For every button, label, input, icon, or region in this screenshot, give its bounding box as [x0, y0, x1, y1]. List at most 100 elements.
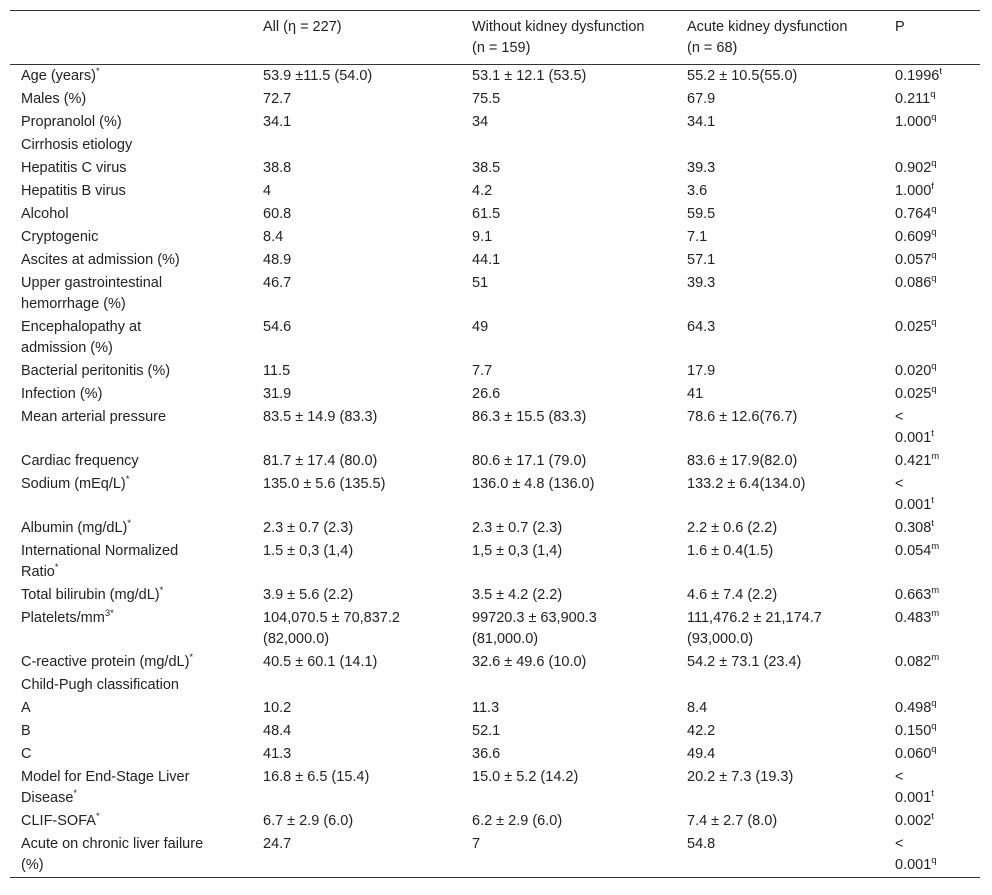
cell-text: 1,5 ± 0,3 (1,4) — [472, 543, 563, 559]
cell: 1,5 ± 0,3 (1,4) — [461, 540, 676, 584]
cell: 41.3 — [252, 743, 461, 766]
cell-text: 81.7 ± 17.4 (80.0) — [263, 453, 378, 469]
cell: 3.5 ± 4.2 (2.2) — [461, 584, 676, 607]
cell-text: Hepatitis C virus — [21, 160, 127, 176]
cell: 0.1996t — [884, 65, 980, 89]
superscript: q — [931, 112, 937, 123]
cell-text: 11.3 — [472, 700, 500, 716]
cell: 0.211q — [884, 88, 980, 111]
cell: 55.2 ± 10.5(55.0) — [676, 65, 884, 89]
row-label: Bacterial peritonitis (%) — [10, 360, 252, 383]
cell: 0.902q — [884, 157, 980, 180]
cell: 0.609q — [884, 226, 980, 249]
cell-text: 78.6 ± 12.6(76.7) — [687, 409, 798, 425]
cell: 57.1 — [676, 249, 884, 272]
cell — [676, 134, 884, 157]
cell: 3.9 ± 5.6 (2.2) — [252, 584, 461, 607]
cell: 2.3 ± 0.7 (2.3) — [461, 517, 676, 540]
row-label: Males (%) — [10, 88, 252, 111]
row-label: Sodium (mEq/L)* — [10, 473, 252, 517]
cell-text: Albumin (mg/dL) — [21, 520, 128, 536]
cell-text-line: Encephalopathy at — [21, 319, 142, 335]
cell: 24.7 — [252, 833, 461, 878]
table-row: Ascites at admission (%) 48.9 44.1 57.1 0.05… — [10, 249, 980, 272]
cell: 54.6 — [252, 316, 461, 360]
cell-text: 49 — [472, 319, 489, 335]
table-row: Cirrhosis etiology — [10, 134, 980, 157]
cell-text: 0.609 — [895, 229, 932, 245]
cell-text: 0.002 — [895, 813, 932, 829]
superscript: q — [931, 721, 937, 732]
cell-text: Males (%) — [21, 91, 87, 107]
cell: 38.5 — [461, 157, 676, 180]
table-row: Total bilirubin (mg/dL)* 3.9 ± 5.6 (2.2) 3… — [10, 584, 980, 607]
cell: 136.0 ± 4.8 (136.0) — [461, 473, 676, 517]
header-cell: All (η = 227) — [252, 11, 461, 65]
cell-text: 0.764 — [895, 206, 932, 222]
cell: 41 — [676, 383, 884, 406]
cell-text: 26.6 — [472, 386, 501, 402]
cell-text: 38.5 — [472, 160, 501, 176]
cell: 0.002t — [884, 810, 980, 833]
cell-text-line: 111,476.2 ± 21,174.7 — [687, 610, 822, 626]
cell-text: B — [21, 723, 31, 739]
header-cell: Without kidney dysfunction (n = 159) — [461, 11, 676, 65]
row-label: Cirrhosis etiology — [10, 134, 252, 157]
cell-text-line: 104,070.5 ± 70,837.2 — [263, 610, 400, 626]
cell-text-line: (%) — [21, 857, 44, 873]
table-row: Age (years)* 53.9 ±11.5 (54.0) 53.1 ± 12.1… — [10, 65, 980, 89]
cell-text: 0.025 — [895, 386, 932, 402]
cell-text-line: Disease — [21, 790, 74, 806]
cell-text: 0.1996 — [895, 68, 940, 84]
cell-text: Total bilirubin (mg/dL) — [21, 587, 160, 603]
table-row: Sodium (mEq/L)* 135.0 ± 5.6 (135.5) 136.0 … — [10, 473, 980, 517]
cell: 133.2 ± 6.4(134.0) — [676, 473, 884, 517]
cell — [252, 674, 461, 697]
cell-text: 48.4 — [263, 723, 292, 739]
cell: 48.4 — [252, 720, 461, 743]
cell-text: 7 — [472, 836, 481, 852]
table-row: International Normalized Ratio* 1.5 ± 0,3 … — [10, 540, 980, 584]
cell: <0.001t — [884, 473, 980, 517]
cell: 38.8 — [252, 157, 461, 180]
cell-text-line: (81,000.0) — [472, 631, 539, 647]
cell: 40.5 ± 60.1 (14.1) — [252, 651, 461, 674]
table-row: Hepatitis B virus 4 4.2 3.6 1.000f — [10, 180, 980, 203]
cell-text: 55.2 ± 10.5(55.0) — [687, 68, 798, 84]
cell: 0.054m — [884, 540, 980, 584]
cell-text: 4.2 — [472, 183, 493, 199]
cell: 1.000q — [884, 111, 980, 134]
cell-text-line: < — [895, 409, 904, 425]
cell: 7.4 ± 2.7 (8.0) — [676, 810, 884, 833]
cell-text: 0.057 — [895, 252, 932, 268]
cell: 4 — [252, 180, 461, 203]
superscript: 3* — [104, 608, 114, 619]
cell-text: 4.6 ± 7.4 (2.2) — [687, 587, 778, 603]
row-label: Propranolol (%) — [10, 111, 252, 134]
cell-text: 80.6 ± 17.1 (79.0) — [472, 453, 587, 469]
cell: 53.9 ±11.5 (54.0) — [252, 65, 461, 89]
header-cell: Acute kidney dysfunction (n = 68) — [676, 11, 884, 65]
cell-text: 6.7 ± 2.9 (6.0) — [263, 813, 354, 829]
cell: 51 — [461, 272, 676, 316]
cell-text: 3.9 ± 5.6 (2.2) — [263, 587, 354, 603]
cell: 8.4 — [676, 697, 884, 720]
cell-text-line: < — [895, 836, 904, 852]
table-row: Alcohol 60.8 61.5 59.5 0.764q — [10, 203, 980, 226]
cell-text: 34.1 — [687, 114, 716, 130]
cell-text: 0.054 — [895, 543, 932, 559]
superscript: q — [931, 227, 937, 238]
cell-text: 34.1 — [263, 114, 292, 130]
cell-text: Sodium (mEq/L) — [21, 476, 126, 492]
cell-text: 3.6 — [687, 183, 708, 199]
cell-text-line: (93,000.0) — [687, 631, 754, 647]
row-label: Cardiac frequency — [10, 450, 252, 473]
cell-text: 53.1 ± 12.1 (53.5) — [472, 68, 587, 84]
table-row: C 41.3 36.6 49.4 0.060q — [10, 743, 980, 766]
cell: 64.3 — [676, 316, 884, 360]
cell-text: 4 — [263, 183, 272, 199]
cell-text: 51 — [472, 275, 489, 291]
cell-text-line: 0.001 — [895, 430, 932, 446]
cell: 1.000f — [884, 180, 980, 203]
superscript: q — [931, 250, 937, 261]
